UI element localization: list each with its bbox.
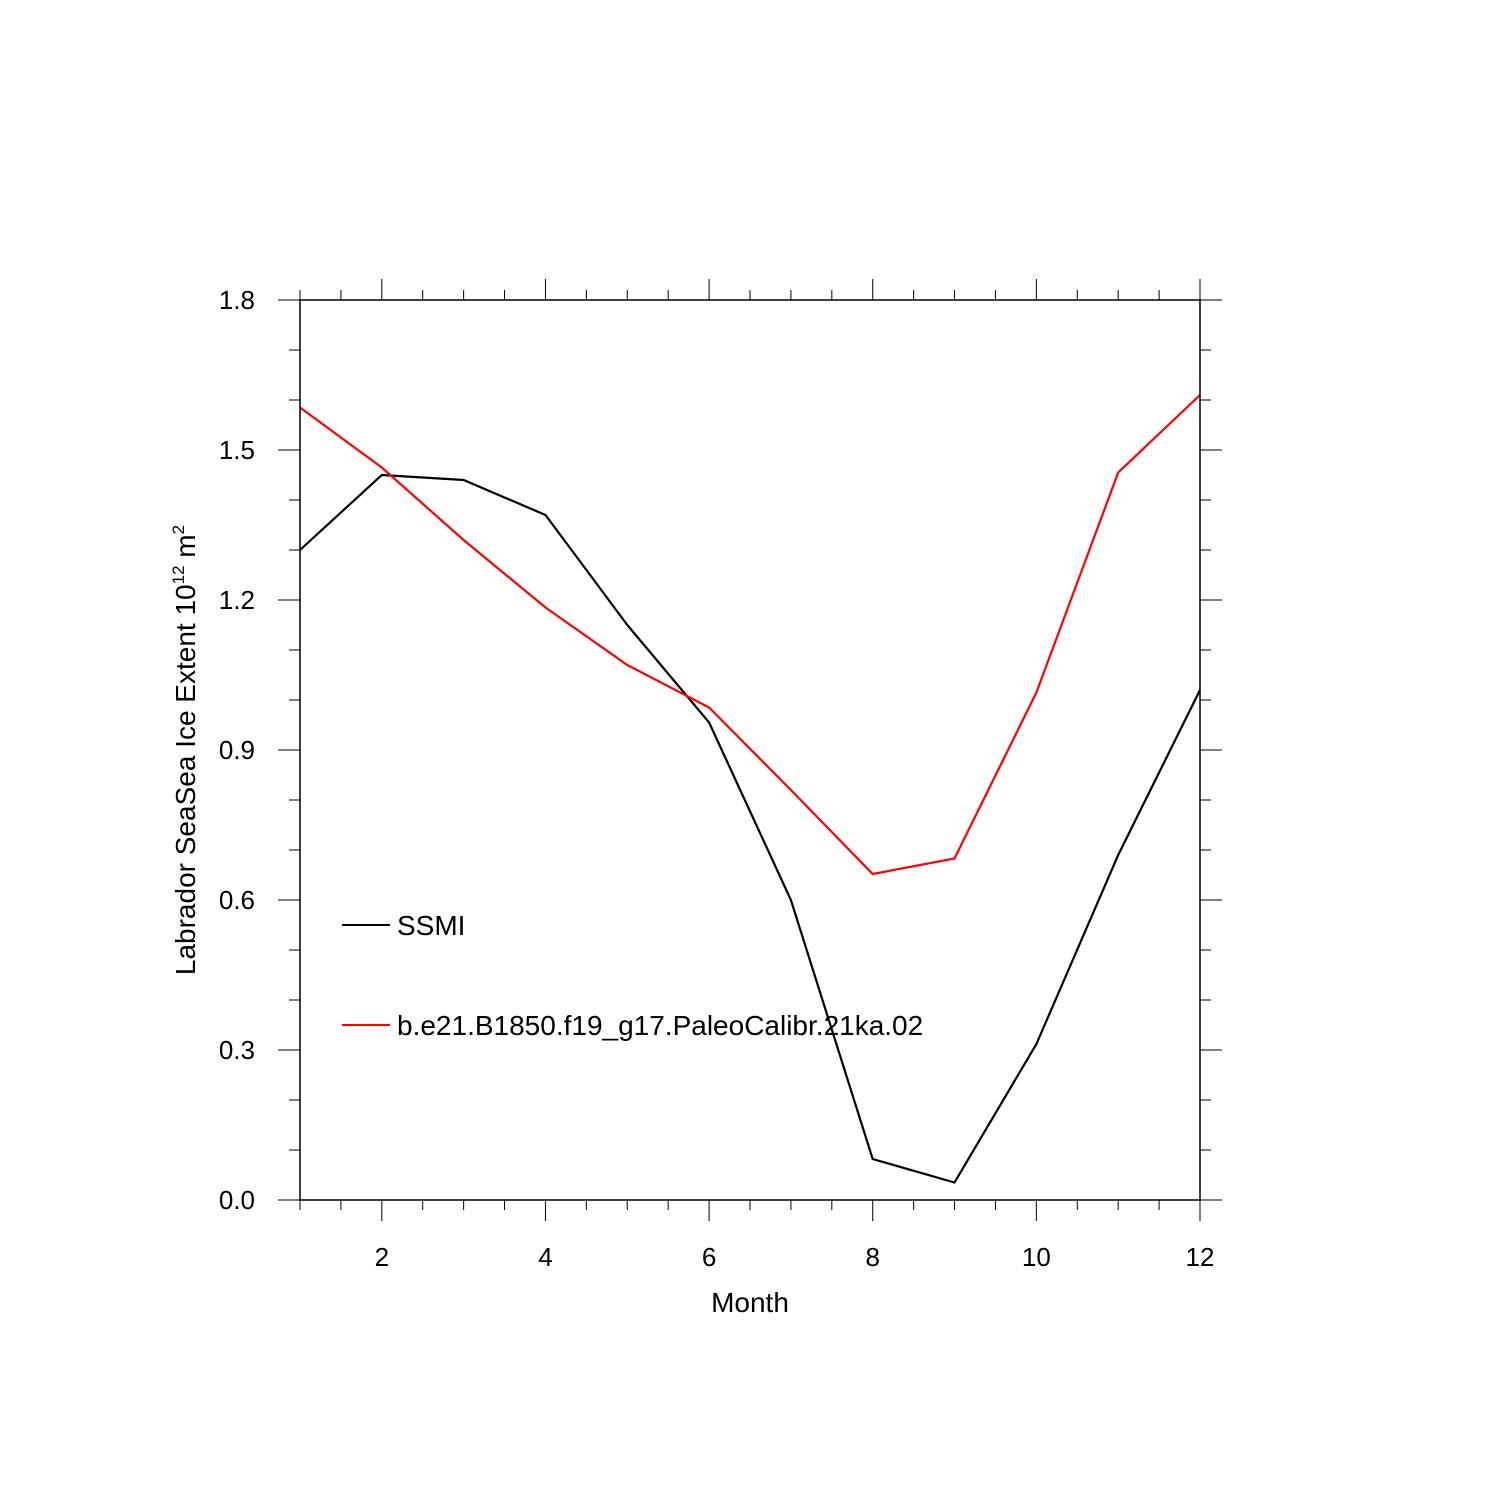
y-tick-label: 0.9 (219, 735, 255, 765)
y-axis-title-middle: m (170, 534, 201, 565)
x-tick-label: 2 (375, 1242, 389, 1272)
y-tick-label: 0.6 (219, 885, 255, 915)
series-line-0 (299, 473, 1201, 1184)
tick-labels: 2 4 6 8 10 12 0.0 0.3 0.6 0.9 1.2 1.5 1.8 (219, 285, 1215, 1272)
x-tick-label: 10 (1022, 1242, 1051, 1272)
y-axis-title-prefix: Labrador SeaSea Ice Extent 10 (170, 584, 201, 975)
x-axis-title: Month (711, 1287, 789, 1318)
y-tick-label: 0.0 (219, 1185, 255, 1215)
x-tick-label: 4 (538, 1242, 552, 1272)
y-tick-label: 1.2 (219, 585, 255, 615)
series-line-1 (299, 394, 1201, 876)
legend-label-ssmi: SSMI (397, 910, 465, 941)
legend: SSMI b.e21.B1850.f19_g17.PaleoCalibr.21k… (342, 910, 923, 1041)
y-axis-title-sup2: 2 (169, 525, 188, 534)
x-tick-label: 6 (702, 1242, 716, 1272)
y-tick-label: 0.3 (219, 1035, 255, 1065)
y-axis-title-sup1: 12 (169, 565, 188, 584)
y-axis-title: Labrador SeaSea Ice Extent 1012 m2 (169, 525, 201, 975)
legend-label-model: b.e21.B1850.f19_g17.PaleoCalibr.21ka.02 (397, 1010, 923, 1041)
y-tick-label: 1.5 (219, 435, 255, 465)
series-lines (299, 394, 1201, 1184)
y-tick-label: 1.8 (219, 285, 255, 315)
x-tick-label: 12 (1186, 1242, 1215, 1272)
axis-ticks (278, 279, 1222, 1221)
plot-frame (299, 299, 1201, 1201)
x-tick-label: 8 (865, 1242, 879, 1272)
